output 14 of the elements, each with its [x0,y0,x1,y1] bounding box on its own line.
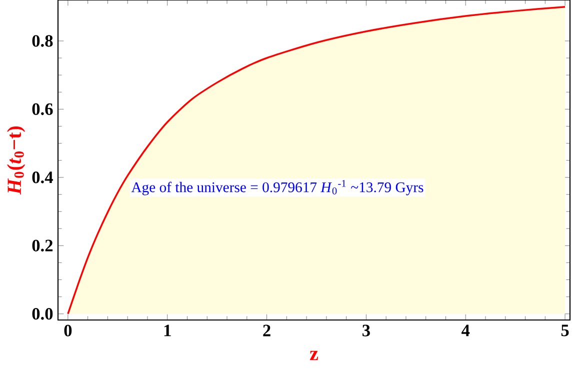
x-tick-label: 3 [362,324,370,336]
y-axis-title: H$_{0}$(t$_{0}$−t) [7,126,26,195]
y-tick-label: 0.4 [32,172,53,184]
x-tick-label: 4 [462,324,470,336]
annotation: Age of the universe = 0.979617 H$_{0}$$^{-1}$ ~13.79 Gyrs [131,180,424,196]
x-tick-label: 2 [263,324,270,336]
x-tick-label: 1 [164,324,171,336]
y-tick-label: 0.2 [32,240,53,252]
x-tick-label: 5 [561,324,569,336]
y-tick-label: 0.0 [32,308,53,320]
x-tick-label: 0 [64,324,72,336]
y-tick-label: 0.6 [32,103,53,116]
y-tick-label: 0.8 [32,35,53,47]
x-axis-title: z [310,350,318,360]
